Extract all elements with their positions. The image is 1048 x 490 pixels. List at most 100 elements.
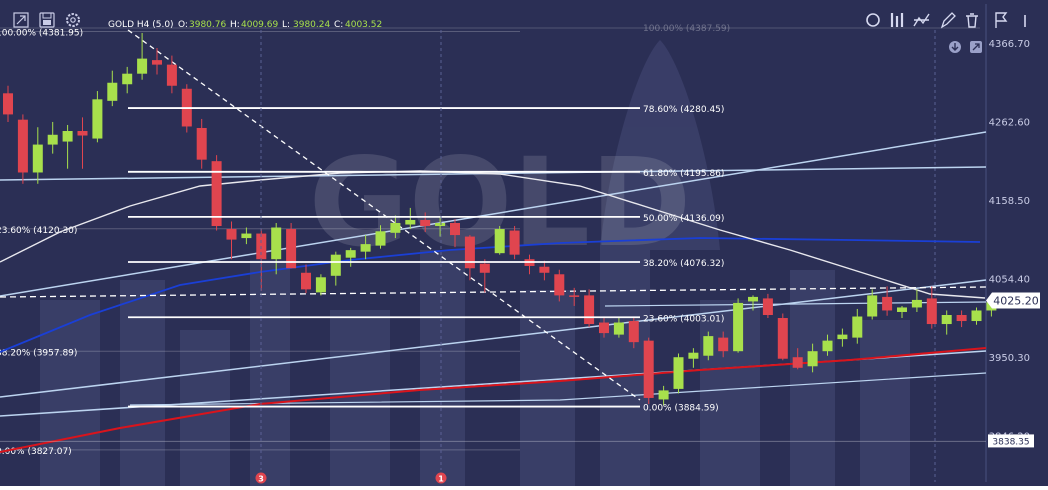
candle-bull[interactable] — [122, 73, 133, 85]
candle-bull[interactable] — [971, 310, 982, 322]
candle-bear[interactable] — [926, 298, 937, 325]
candle-bear[interactable] — [226, 229, 237, 240]
skyline-building — [250, 260, 290, 486]
candle-bear[interactable] — [539, 266, 550, 273]
candle-bull[interactable] — [703, 336, 714, 356]
candle-bull[interactable] — [315, 277, 326, 293]
skyline-tower — [600, 40, 720, 250]
event-marker-label: 1 — [438, 475, 444, 484]
candle-bear[interactable] — [3, 93, 13, 115]
candle-bear[interactable] — [554, 274, 565, 296]
draw-icon-pencil — [940, 12, 956, 29]
candle-bull[interactable] — [658, 390, 669, 400]
indicators-icon[interactable] — [913, 13, 930, 27]
ohlc-value: 4009.69 — [241, 20, 278, 30]
candle-bear[interactable] — [762, 298, 773, 315]
indicators-icon-lines — [913, 13, 930, 27]
download-icon[interactable] — [949, 41, 961, 53]
fib-left-label: 23.60% (4120.30) — [0, 226, 77, 236]
delete-icon[interactable] — [966, 13, 978, 28]
skyline-building — [120, 280, 165, 486]
candle-bear[interactable] — [599, 322, 609, 334]
candle-bull[interactable] — [435, 222, 446, 227]
candle-bear[interactable] — [17, 119, 28, 173]
moving-average-red — [0, 347, 987, 453]
candles-icon[interactable] — [890, 13, 904, 27]
candle-bear[interactable] — [584, 295, 595, 325]
candle-bear[interactable] — [956, 314, 967, 322]
candle-bull[interactable] — [911, 299, 922, 308]
candle-bull[interactable] — [271, 227, 282, 260]
candle-bear[interactable] — [718, 337, 729, 352]
draw-icon[interactable] — [940, 12, 956, 29]
settings-icon-gear — [66, 13, 80, 27]
candle-bear[interactable] — [152, 60, 162, 65]
candle-bull[interactable] — [92, 99, 103, 139]
fib-level-label: 38.20% (4076.32) — [643, 259, 724, 269]
candle-bull[interactable] — [748, 296, 758, 302]
candle-bull[interactable] — [733, 302, 744, 352]
candle-bull[interactable] — [47, 134, 58, 145]
crosshair-icon[interactable] — [866, 13, 880, 27]
candle-bull[interactable] — [867, 295, 878, 317]
candle-bull[interactable] — [107, 82, 118, 101]
flag-icon-shape — [995, 12, 1008, 28]
expand-icon[interactable] — [13, 12, 29, 28]
fib-level-label: 50.00% (4136.09) — [643, 214, 724, 224]
lower-marker-tag — [988, 434, 1034, 448]
candle-bull[interactable] — [137, 58, 148, 74]
event-marker-badge[interactable] — [435, 472, 447, 484]
candle-bear[interactable] — [479, 263, 490, 273]
candle-bear[interactable] — [777, 318, 788, 359]
candle-bear[interactable] — [286, 229, 297, 269]
candle-bull[interactable] — [375, 231, 386, 246]
candle-bull[interactable] — [330, 254, 341, 276]
candle-bear[interactable] — [792, 357, 803, 368]
ohlc-value: 3980.76 — [189, 20, 226, 30]
candle-bull[interactable] — [673, 357, 684, 389]
event-marker-badge[interactable] — [255, 472, 267, 484]
skyline-building — [420, 250, 465, 486]
candle-bull[interactable] — [897, 307, 907, 312]
candle-bear[interactable] — [628, 321, 639, 343]
flag-icon[interactable] — [995, 12, 1008, 28]
candle-bear[interactable] — [77, 131, 88, 136]
candle-bull[interactable] — [852, 316, 863, 338]
candle-bear[interactable] — [569, 295, 580, 297]
crosshair-icon-ring — [866, 13, 880, 27]
candle-bull[interactable] — [32, 144, 43, 173]
candle-bear[interactable] — [420, 219, 431, 227]
candle-bull[interactable] — [390, 222, 401, 233]
candle-bull[interactable] — [241, 233, 252, 239]
candle-bull[interactable] — [613, 322, 624, 335]
candle-bear[interactable] — [643, 340, 654, 398]
lower-marker-label: 3838.35 — [992, 437, 1029, 447]
skyline-building — [860, 320, 910, 486]
candle-bear[interactable] — [211, 161, 222, 227]
candle-bear[interactable] — [509, 230, 520, 255]
candle-bear[interactable] — [464, 236, 475, 269]
popout-icon[interactable] — [970, 41, 982, 53]
candle-bull[interactable] — [822, 340, 833, 352]
candle-bull[interactable] — [62, 131, 73, 142]
candle-bear[interactable] — [196, 127, 207, 160]
candle-bull[interactable] — [941, 314, 952, 325]
expand-icon-frame — [13, 12, 29, 28]
last-price-label: 4025.20 — [993, 295, 1039, 308]
candle-bear[interactable] — [882, 296, 893, 311]
candle-bull[interactable] — [837, 334, 848, 340]
candle-bear[interactable] — [450, 222, 460, 236]
candle-bear[interactable] — [166, 64, 177, 86]
current-price-dashed-line — [0, 286, 987, 298]
candle-bull[interactable] — [360, 244, 371, 252]
fib-left-label: 0.00% (3827.07) — [0, 447, 72, 457]
candle-bull[interactable] — [494, 229, 505, 254]
save-icon[interactable] — [39, 12, 55, 28]
candle-bull[interactable] — [688, 352, 699, 359]
candle-bull[interactable] — [345, 250, 356, 258]
candle-bear[interactable] — [301, 272, 311, 290]
candle-bull[interactable] — [807, 351, 818, 367]
settings-icon[interactable] — [66, 13, 80, 27]
candle-bull[interactable] — [405, 219, 416, 225]
